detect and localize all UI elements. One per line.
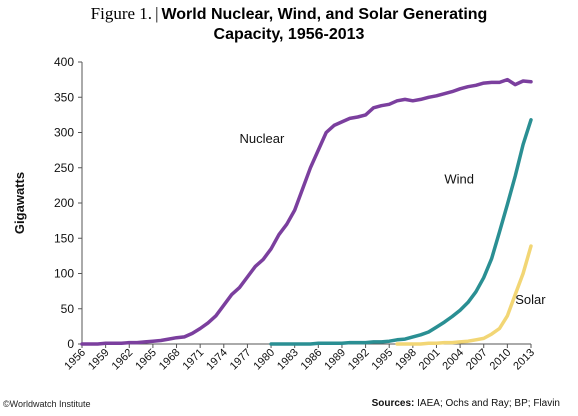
sources-label: Sources: <box>371 398 415 409</box>
series-labels: Nuclear Wind Solar <box>240 131 547 307</box>
chart-axes: 0 50 100 150 200 250 300 350 400 1956195919621965… <box>12 55 537 372</box>
y-tick-label: 50 <box>61 302 75 316</box>
chart-title: Figure 1. | World Nuclear, Wind, and Solar… <box>0 4 578 45</box>
y-tick-label: 200 <box>54 196 74 210</box>
chart-series <box>80 77 533 346</box>
series-label-solar: Solar <box>515 292 546 307</box>
title-line-1: Figure 1. | World Nuclear, Wind, and Solar… <box>0 4 578 25</box>
sources-note: Sources: IAEA; Ochs and Ray; BP; Flavin <box>372 398 560 409</box>
title-line-2: Capacity, 1956-2013 <box>213 26 365 43</box>
series-line-nuclear <box>80 77 533 346</box>
y-tick-label: 400 <box>54 55 74 69</box>
series-line-wind <box>269 118 533 346</box>
y-tick-label: 250 <box>54 161 74 175</box>
x-tick-label: 1983 <box>275 347 301 373</box>
y-axis-label: Gigawatts <box>12 172 27 234</box>
x-tick-label: 2010 <box>488 347 514 373</box>
series-line-solar <box>395 244 533 346</box>
title-text-1: World Nuclear, Wind, and Solar Generatin… <box>161 6 488 23</box>
sources-text: IAEA; Ochs and Ray; BP; Flavin <box>417 398 560 409</box>
x-tick-label: 1962 <box>110 347 136 373</box>
y-tick-label: 100 <box>54 267 74 281</box>
x-tick-label: 1998 <box>393 347 419 373</box>
series-label-nuclear: Nuclear <box>240 131 285 146</box>
x-tick-label: 1974 <box>204 347 230 373</box>
x-tick-label: 1971 <box>180 347 206 373</box>
x-tick-label: 2004 <box>440 347 466 373</box>
x-tick-label: 2007 <box>464 347 490 373</box>
copyright-credit: ©Worldwatch Institute <box>3 399 91 409</box>
x-tick-label: 1968 <box>157 347 183 373</box>
x-tick-label: 1965 <box>133 347 159 373</box>
x-tick-label: 2013 <box>511 347 537 373</box>
x-tick-label: 1980 <box>251 347 277 373</box>
series-label-wind: Wind <box>444 171 474 186</box>
y-tick-label: 350 <box>54 90 74 104</box>
x-tick-label: 1989 <box>322 347 348 373</box>
y-tick-label: 300 <box>54 126 74 140</box>
x-tick-label: 1959 <box>86 347 112 373</box>
y-tick-label: 150 <box>54 231 74 245</box>
x-tick-label: 1995 <box>370 347 396 373</box>
title-separator: | <box>155 4 159 23</box>
figure-label: Figure 1. <box>90 4 153 23</box>
x-tick-label: 1977 <box>228 347 254 373</box>
x-tick-label: 1956 <box>62 347 88 373</box>
x-tick-label: 1986 <box>299 347 325 373</box>
y-tick-label: 0 <box>67 337 74 351</box>
x-tick-label: 2001 <box>417 347 443 373</box>
x-tick-label: 1992 <box>346 347 372 373</box>
